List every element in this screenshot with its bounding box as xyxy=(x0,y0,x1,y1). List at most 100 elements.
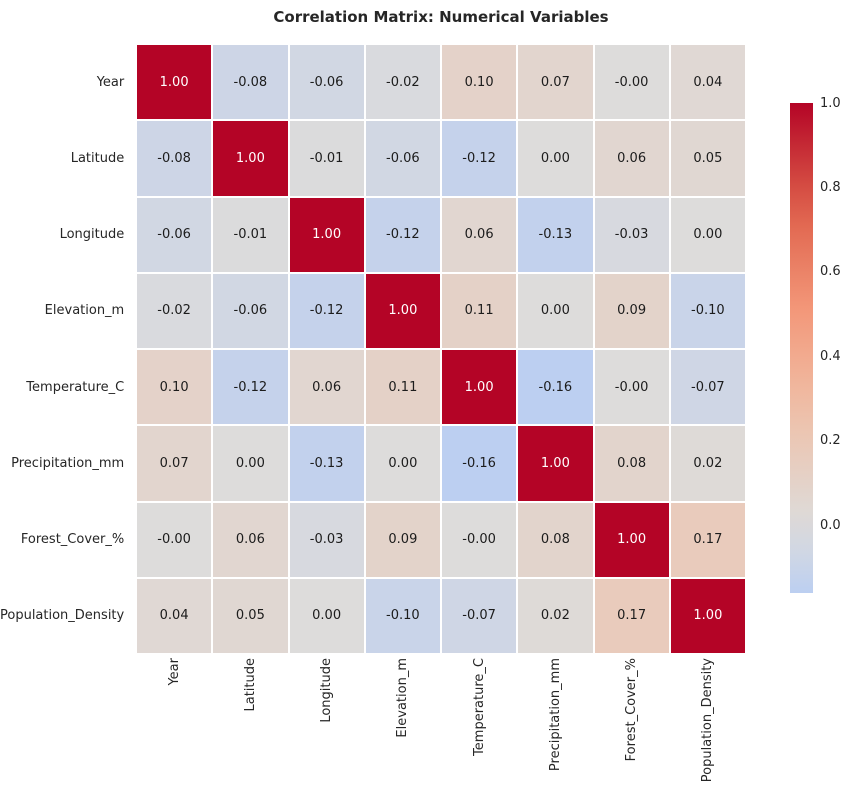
heatmap-cell: 0.08 xyxy=(518,502,593,577)
heatmap-cell: 0.00 xyxy=(518,273,593,348)
heatmap-cell: 0.06 xyxy=(594,121,669,196)
heatmap-cell: 1.00 xyxy=(289,197,364,272)
heatmap-cell: -0.12 xyxy=(365,197,440,272)
x-axis-label: Elevation_m xyxy=(395,658,411,738)
heatmap-cell: 1.00 xyxy=(137,45,212,120)
x-axis-label: Temperature_C xyxy=(471,658,487,756)
heatmap-cell: 0.09 xyxy=(594,273,669,348)
heatmap-cell: -0.02 xyxy=(137,273,212,348)
colorbar-tick-label: 1.0 xyxy=(820,95,841,111)
heatmap-cell: -0.06 xyxy=(137,197,212,272)
heatmap-cell: -0.07 xyxy=(670,350,745,425)
colorbar-tick-label: 0.4 xyxy=(820,348,841,364)
y-axis-label: Forest_Cover_% xyxy=(20,532,125,548)
heatmap-cell: -0.10 xyxy=(670,273,745,348)
y-axis-labels: Year Latitude Longitude Elevation_m Temperat… xyxy=(0,45,130,653)
heatmap-cell: -0.00 xyxy=(137,502,212,577)
colorbar-tick-label: 0.0 xyxy=(820,517,841,533)
heatmap-cell: 0.10 xyxy=(442,45,517,120)
x-axis-label-slot: Latitude xyxy=(213,658,287,790)
heatmap-cell: 0.06 xyxy=(213,502,288,577)
heatmap-cell: 0.06 xyxy=(442,197,517,272)
colorbar-tick-label: 0.6 xyxy=(820,264,841,280)
heatmap-cell: -0.13 xyxy=(289,426,364,501)
heatmap-cell: 0.00 xyxy=(670,197,745,272)
heatmap-cell: -0.03 xyxy=(594,197,669,272)
heatmap-cell: 0.07 xyxy=(518,45,593,120)
heatmap-grid: 1.00 -0.08 -0.06 -0.02 0.10 0.07 -0.00 0.04 -0.0… xyxy=(137,45,745,653)
heatmap-cell: -0.16 xyxy=(442,426,517,501)
heatmap-cell: 0.00 xyxy=(365,426,440,501)
heatmap-cell: -0.06 xyxy=(213,273,288,348)
heatmap-cell: 1.00 xyxy=(365,273,440,348)
heatmap-cell: -0.08 xyxy=(213,45,288,120)
x-axis-label-slot: Forest_Cover_% xyxy=(595,658,669,790)
heatmap-cell: -0.01 xyxy=(213,197,288,272)
heatmap-cell: -0.12 xyxy=(213,350,288,425)
heatmap-cell: 1.00 xyxy=(518,426,593,501)
heatmap-cell: 1.00 xyxy=(594,502,669,577)
y-axis-label: Longitude xyxy=(59,227,125,243)
chart-title: Correlation Matrix: Numerical Variables xyxy=(273,8,609,26)
x-axis-label-slot: Elevation_m xyxy=(366,658,440,790)
x-axis-label: Year xyxy=(166,658,182,686)
heatmap-cell: 0.06 xyxy=(289,350,364,425)
heatmap-cell: 0.05 xyxy=(670,121,745,196)
heatmap-cell: -0.06 xyxy=(289,45,364,120)
heatmap-cell: 0.04 xyxy=(670,45,745,120)
heatmap-cell: -0.13 xyxy=(518,197,593,272)
heatmap-cell: 0.04 xyxy=(137,578,212,653)
heatmap-cell: 1.00 xyxy=(670,578,745,653)
heatmap-cell: -0.10 xyxy=(365,578,440,653)
heatmap-cell: 0.08 xyxy=(594,426,669,501)
y-axis-label: Elevation_m xyxy=(44,303,125,319)
x-axis-labels: Year Latitude Longitude Elevation_m Temperat… xyxy=(137,658,745,790)
x-axis-label-slot: Precipitation_mm xyxy=(518,658,592,790)
heatmap-cell: 0.17 xyxy=(594,578,669,653)
y-axis-label: Population_Density xyxy=(0,608,125,624)
heatmap-cell: 0.02 xyxy=(518,578,593,653)
heatmap-cell: -0.12 xyxy=(442,121,517,196)
heatmap-cell: 0.10 xyxy=(137,350,212,425)
colorbar-ticks: 1.0 0.8 0.6 0.4 0.2 0.0 xyxy=(820,96,847,593)
heatmap-cell: 0.09 xyxy=(365,502,440,577)
x-axis-label-slot: Population_Density xyxy=(671,658,745,790)
x-axis-label: Latitude xyxy=(242,658,258,712)
colorbar-tick-label: 0.2 xyxy=(820,433,841,449)
heatmap-cell: 0.11 xyxy=(365,350,440,425)
x-axis-label-slot: Year xyxy=(137,658,211,790)
x-axis-label-slot: Longitude xyxy=(290,658,364,790)
heatmap-cell: -0.00 xyxy=(442,502,517,577)
heatmap-cell: 0.00 xyxy=(213,426,288,501)
heatmap-cell: 1.00 xyxy=(213,121,288,196)
x-axis-label: Forest_Cover_% xyxy=(624,658,640,762)
heatmap-cell: 0.00 xyxy=(289,578,364,653)
heatmap-cell: 0.07 xyxy=(137,426,212,501)
heatmap-cell: -0.02 xyxy=(365,45,440,120)
heatmap-cell: -0.08 xyxy=(137,121,212,196)
colorbar-tick-label: 0.8 xyxy=(820,179,841,195)
x-axis-label: Population_Density xyxy=(700,658,716,783)
heatmap-cell: 0.11 xyxy=(442,273,517,348)
heatmap-cell: 0.02 xyxy=(670,426,745,501)
y-axis-label: Year xyxy=(96,74,125,90)
x-axis-label-slot: Temperature_C xyxy=(442,658,516,790)
heatmap-cell: -0.16 xyxy=(518,350,593,425)
colorbar-gradient xyxy=(790,103,813,593)
heatmap-cell: 0.05 xyxy=(213,578,288,653)
heatmap-cell: 1.00 xyxy=(442,350,517,425)
y-axis-label: Temperature_C xyxy=(26,379,125,395)
y-axis-label: Latitude xyxy=(70,150,125,166)
heatmap-cell: -0.00 xyxy=(594,45,669,120)
heatmap-cell: 0.17 xyxy=(670,502,745,577)
x-axis-label: Precipitation_mm xyxy=(547,658,563,772)
heatmap-cell: -0.00 xyxy=(594,350,669,425)
heatmap-cell: -0.07 xyxy=(442,578,517,653)
heatmap-cell: 0.00 xyxy=(518,121,593,196)
x-axis-label: Longitude xyxy=(319,658,335,723)
y-axis-label: Precipitation_mm xyxy=(11,455,125,471)
heatmap-cell: -0.12 xyxy=(289,273,364,348)
heatmap-cell: -0.06 xyxy=(365,121,440,196)
heatmap-cell: -0.03 xyxy=(289,502,364,577)
